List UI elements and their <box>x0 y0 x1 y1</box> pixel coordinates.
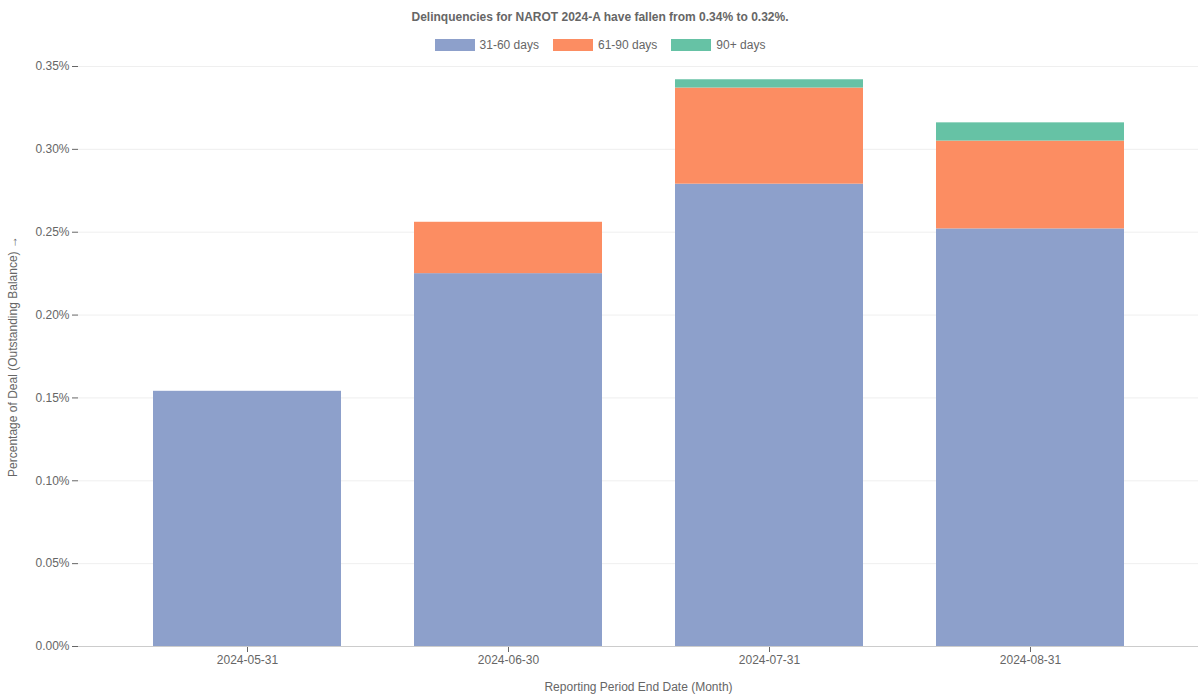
svg-text:0.15%: 0.15% <box>35 391 69 405</box>
svg-text:Reporting Period End Date (Mon: Reporting Period End Date (Month) <box>544 680 732 694</box>
svg-text:0.05%: 0.05% <box>35 556 69 570</box>
html-text:31-60 days: 31-60 days <box>479 38 539 52</box>
svg-text:2024-06-30: 2024-06-30 <box>478 653 540 667</box>
svg-text:0.10%: 0.10% <box>35 474 69 488</box>
svg-text:0.30%: 0.30% <box>35 142 69 156</box>
svg-text:0.20%: 0.20% <box>35 308 69 322</box>
svg-text:0.25%: 0.25% <box>35 225 69 239</box>
svg-text:Percentage of Deal (Outstandin: Percentage of Deal (Outstanding Balance)… <box>6 236 20 477</box>
svg-text:2024-05-31: 2024-05-31 <box>217 653 279 667</box>
html-text:90+ days: 90+ days <box>716 38 766 52</box>
svg-text:2024-07-31: 2024-07-31 <box>739 653 801 667</box>
svg-text:2024-08-31: 2024-08-31 <box>1000 653 1062 667</box>
html-text:61-90 days: 61-90 days <box>598 38 658 52</box>
html-text:Delinquencies for NAROT 2024-A: Delinquencies for NAROT 2024-A have fall… <box>411 10 789 24</box>
svg-text:0.35%: 0.35% <box>35 59 69 73</box>
svg-text:0.00%: 0.00% <box>35 639 69 653</box>
